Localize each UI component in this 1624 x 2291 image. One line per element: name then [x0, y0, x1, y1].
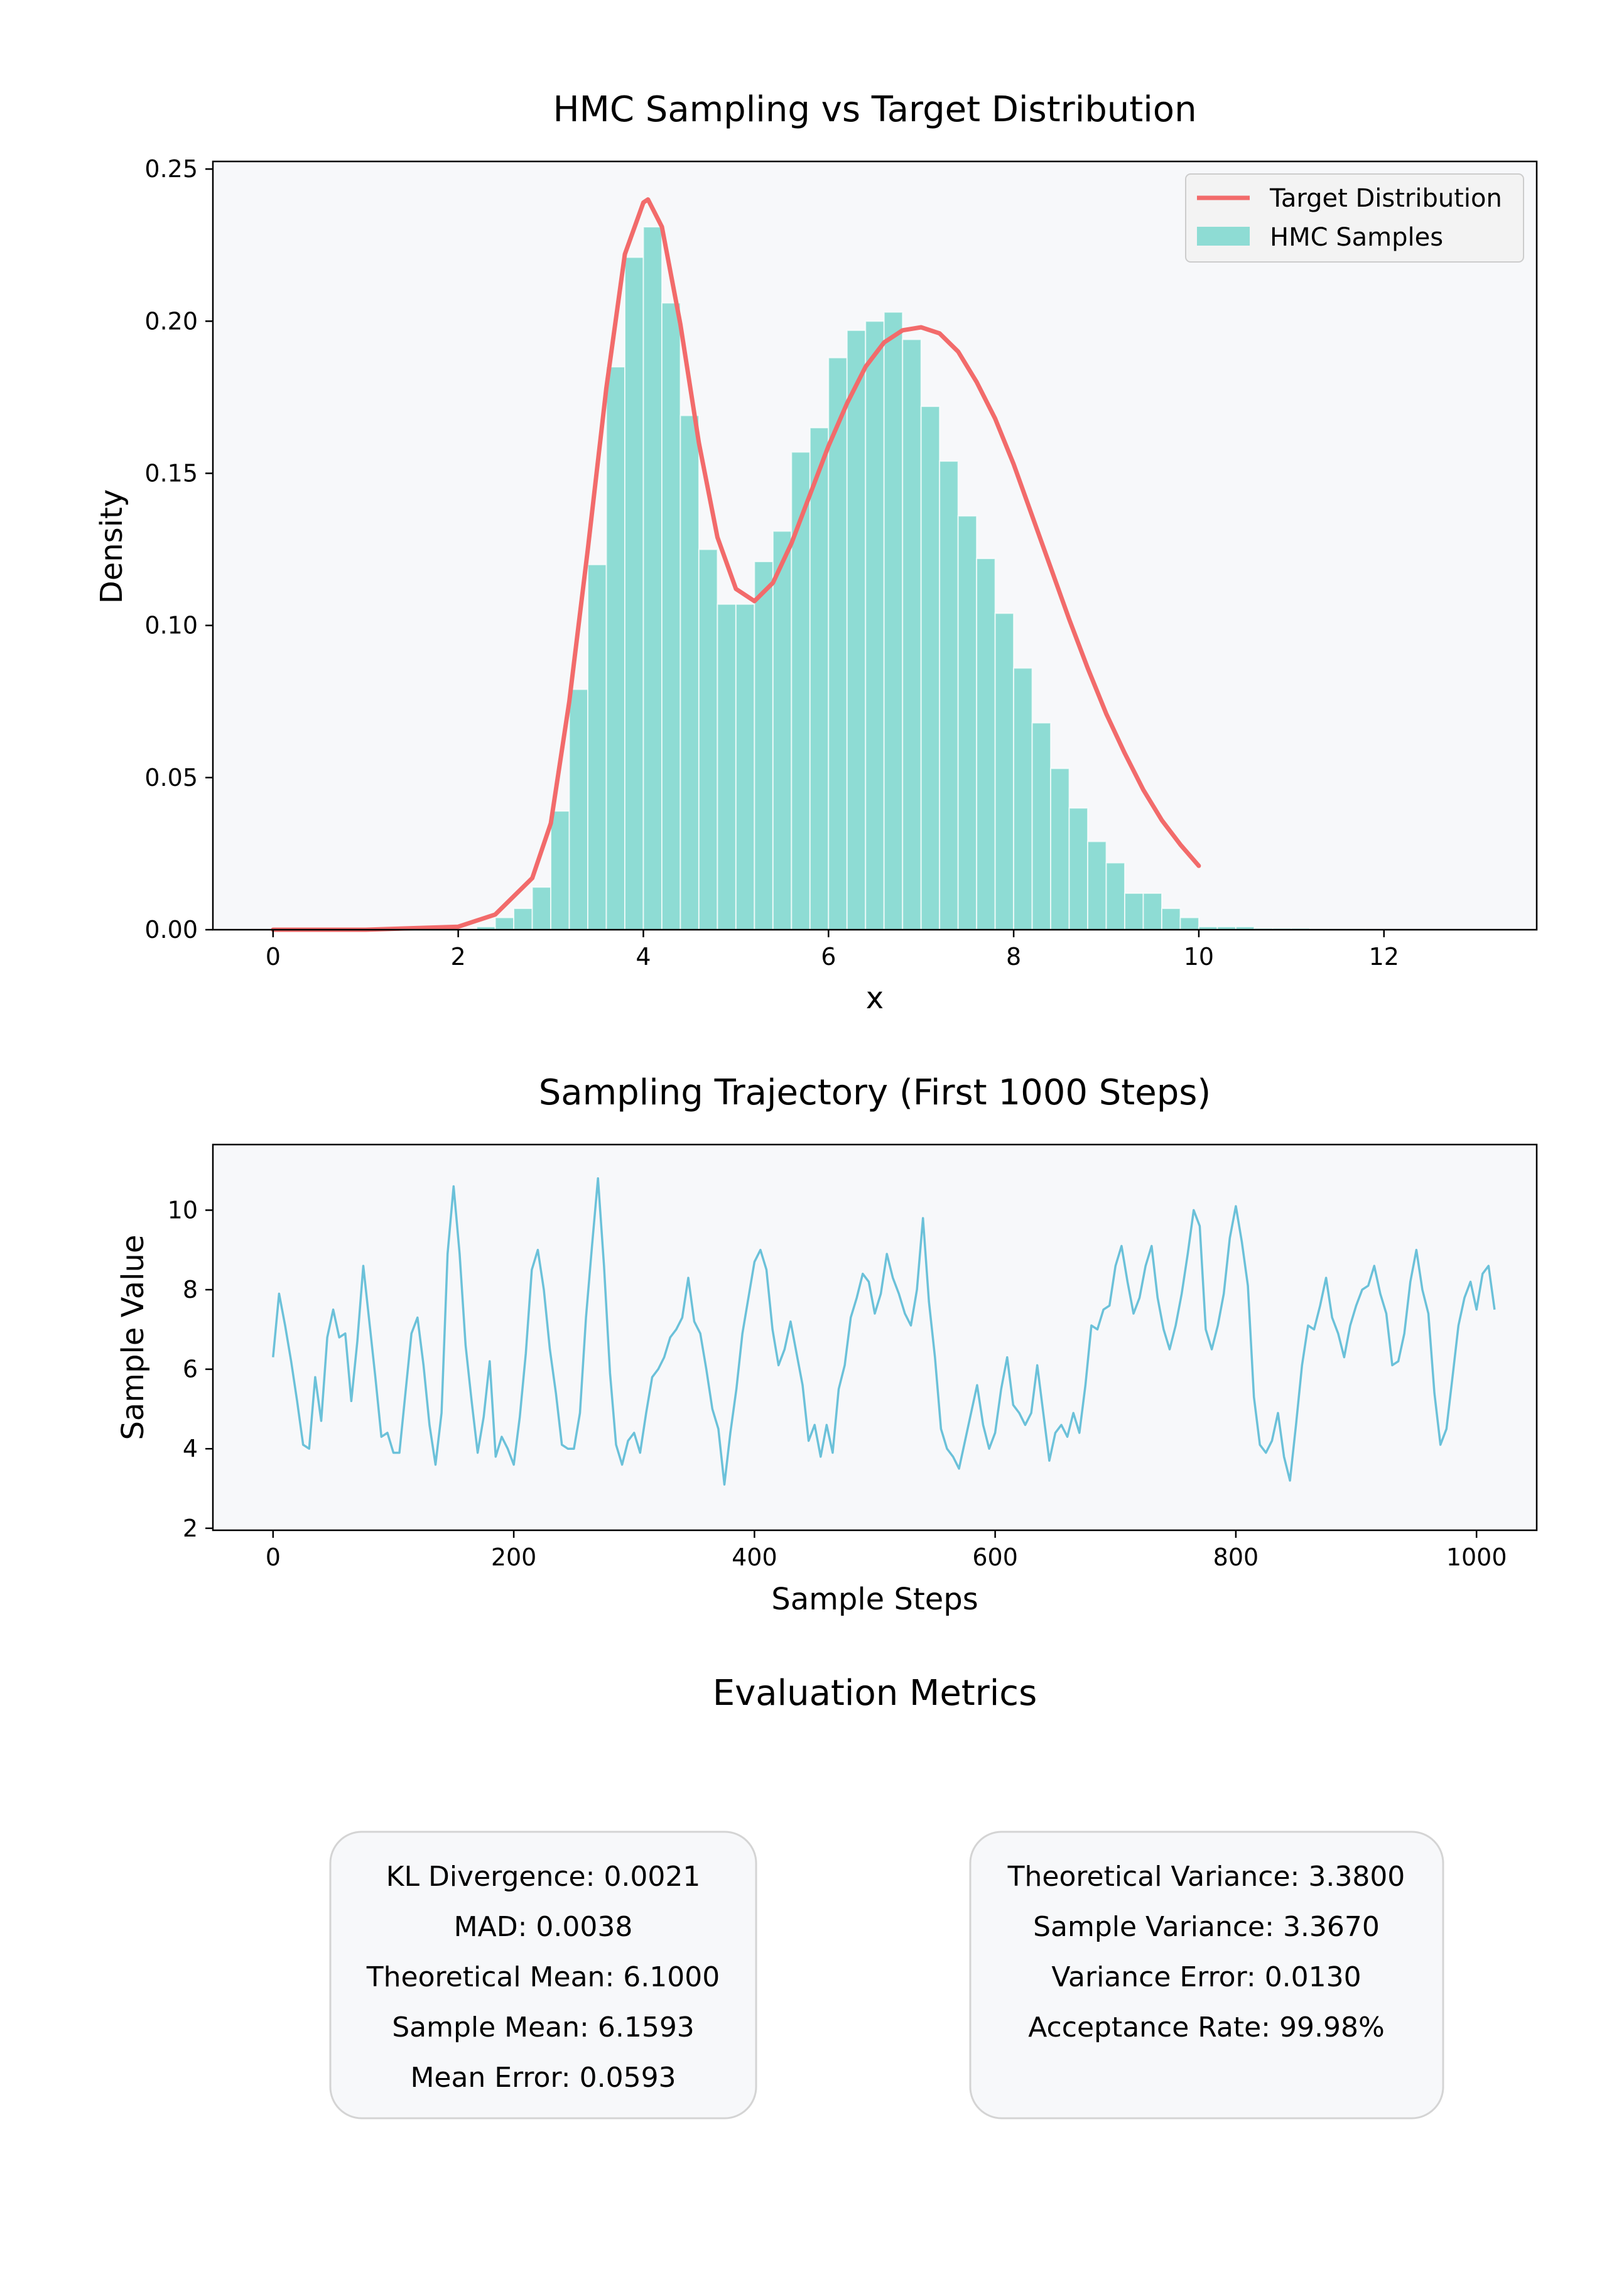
- histogram-bar: [1161, 908, 1181, 931]
- trajectory-y-ticks: 2 4 6 8 10: [168, 1196, 213, 1542]
- histogram-bars: [476, 226, 1385, 931]
- y-tick-label: 0.05: [144, 764, 198, 792]
- histogram-bar: [883, 311, 904, 931]
- legend-samples-label: HMC Samples: [1270, 223, 1443, 252]
- trajectory-axes-frame: [212, 1143, 1538, 1532]
- histogram-bar: [698, 548, 718, 930]
- trajectory-plot-area: [213, 1145, 1537, 1530]
- histogram-bar: [568, 688, 589, 930]
- metric-mean-error: Mean Error: 0.0593: [410, 2062, 676, 2094]
- histogram-bar: [679, 415, 700, 930]
- y-tick-label: 0.10: [144, 612, 198, 639]
- histogram-bar: [920, 405, 941, 930]
- histogram-bar: [661, 302, 681, 930]
- histogram-chart-title: HMC Sampling vs Target Distribution: [553, 89, 1196, 130]
- metrics-title: Evaluation Metrics: [713, 1673, 1037, 1714]
- y-tick-label: 10: [168, 1196, 198, 1224]
- histogram-bar: [994, 612, 1015, 930]
- histogram-bar: [735, 603, 755, 930]
- x-tick-label: 10: [1184, 943, 1214, 971]
- target-distribution-line: [271, 197, 1201, 932]
- histogram-bar: [513, 908, 533, 931]
- histogram-bar: [1087, 841, 1107, 930]
- histogram-bar: [1124, 892, 1144, 930]
- histogram-y-axis-label: Density: [94, 489, 129, 604]
- histogram-bar: [846, 329, 867, 930]
- x-tick-label: 200: [491, 1543, 537, 1571]
- trajectory-y-axis-label: Sample Value: [116, 1234, 151, 1440]
- metric-sample-mean: Sample Mean: 6.1593: [392, 2011, 695, 2043]
- trajectory-chart: Sampling Trajectory (First 1000 Steps) 0…: [116, 1072, 1538, 1617]
- histogram-bar: [605, 366, 625, 930]
- x-tick-label: 6: [821, 943, 836, 971]
- x-tick-label: 1000: [1446, 1543, 1507, 1571]
- histogram-bar: [1105, 862, 1126, 930]
- x-tick-label: 600: [972, 1543, 1018, 1571]
- histogram-bar: [494, 917, 515, 930]
- x-tick-label: 4: [636, 943, 651, 971]
- histogram-bar: [1142, 892, 1162, 930]
- x-tick-label: 2: [451, 943, 466, 971]
- histogram-bar: [642, 226, 663, 931]
- legend-box: [1185, 173, 1524, 263]
- histogram-bar: [809, 427, 830, 930]
- x-tick-label: 400: [732, 1543, 777, 1571]
- x-tick-label: 0: [266, 943, 281, 971]
- legend-target-label: Target Distribution: [1269, 184, 1502, 213]
- histogram-bar: [976, 558, 996, 930]
- histogram-bar: [939, 460, 959, 930]
- histogram-bar: [1050, 768, 1070, 931]
- y-tick-label: 8: [183, 1276, 198, 1303]
- histogram-axes-frame: [212, 160, 1538, 931]
- metrics-left-box: [329, 1831, 757, 2120]
- trajectory-chart-title: Sampling Trajectory (First 1000 Steps): [539, 1072, 1211, 1113]
- histogram-bar: [1179, 917, 1199, 930]
- y-tick-label: 2: [183, 1515, 198, 1542]
- y-tick-label: 0.20: [144, 307, 198, 335]
- metric-kl-divergence: KL Divergence: 0.0021: [386, 1861, 701, 1893]
- metric-theoretical-mean: Theoretical Mean: 6.1000: [366, 1961, 720, 1993]
- metrics-panel: Evaluation Metrics KL Divergence: 0.0021…: [329, 1673, 1444, 2120]
- histogram-bar: [1013, 667, 1033, 931]
- metric-acceptance-rate: Acceptance Rate: 99.98%: [1028, 2011, 1385, 2043]
- histogram-bar: [902, 339, 922, 930]
- histogram-bar: [624, 256, 644, 930]
- trajectory-x-ticks: 0 200 400 600 800 1000: [266, 1530, 1507, 1571]
- y-tick-label: 0.15: [144, 459, 198, 487]
- histogram-y-ticks: 0.00 0.05 0.10 0.15 0.20 0.25: [144, 155, 213, 944]
- x-tick-label: 12: [1369, 943, 1399, 971]
- histogram-x-ticks: 0 2 4 6 8 10 12: [266, 930, 1399, 971]
- histogram-bar: [1031, 722, 1052, 930]
- metrics-right-box: [969, 1831, 1444, 2120]
- metric-theoretical-variance: Theoretical Variance: 3.3800: [1007, 1861, 1405, 1893]
- x-tick-label: 8: [1006, 943, 1021, 971]
- histogram-bar: [754, 560, 774, 930]
- y-tick-label: 0.25: [144, 155, 198, 183]
- histogram-bar: [550, 810, 570, 930]
- x-tick-label: 0: [266, 1543, 281, 1571]
- y-tick-label: 0.00: [144, 916, 198, 944]
- histogram-bar: [957, 515, 978, 930]
- histogram-chart: HMC Sampling vs Target Distribution 0 2 4 6…: [94, 89, 1538, 1016]
- y-tick-label: 6: [183, 1356, 198, 1383]
- histogram-bar: [717, 603, 737, 930]
- histogram-legend: Target Distribution HMC Samples: [1185, 173, 1524, 263]
- y-tick-label: 4: [183, 1435, 198, 1462]
- metric-mad: MAD: 0.0038: [454, 1911, 633, 1943]
- histogram-x-axis-label: x: [866, 981, 884, 1016]
- histogram-bar: [865, 320, 885, 931]
- x-tick-label: 800: [1213, 1543, 1259, 1571]
- legend-samples-swatch: [1197, 227, 1250, 246]
- metric-sample-variance: Sample Variance: 3.3670: [1033, 1911, 1380, 1943]
- histogram-bar: [587, 563, 607, 930]
- trajectory-line: [272, 1177, 1496, 1486]
- metric-variance-error: Variance Error: 0.0130: [1051, 1961, 1361, 1993]
- histogram-bar: [828, 357, 848, 930]
- trajectory-x-axis-label: Sample Steps: [771, 1582, 978, 1617]
- histogram-bar: [772, 530, 793, 930]
- histogram-bar: [1068, 807, 1089, 931]
- histogram-bar: [531, 886, 552, 930]
